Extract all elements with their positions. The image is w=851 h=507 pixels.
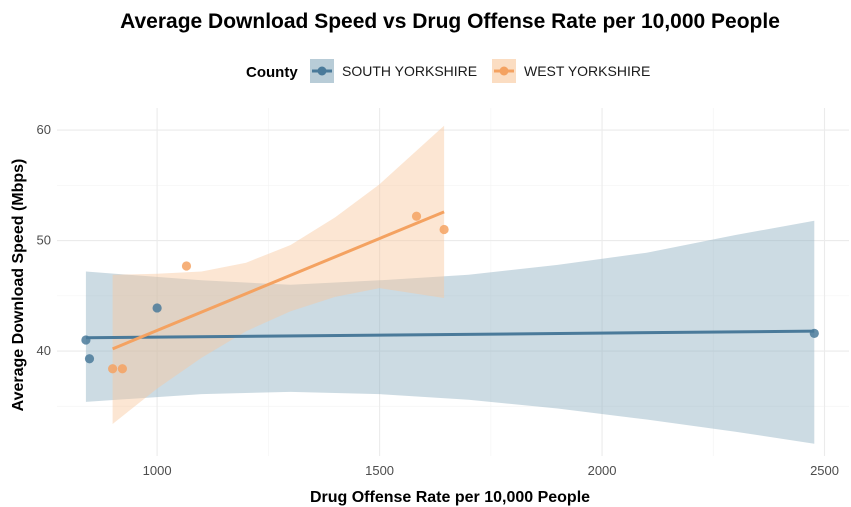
confidence-ribbons (85, 125, 815, 444)
x-tick-label: 1500 (365, 463, 394, 478)
data-point-south-yorkshire (81, 335, 91, 345)
data-point-west-yorkshire (411, 211, 422, 221)
data-points (81, 211, 819, 374)
x-tick-label: 2500 (810, 463, 839, 478)
data-point-west-yorkshire (181, 261, 192, 271)
legend-label: SOUTH YORKSHIRE (342, 63, 477, 79)
x-axis-ticks: 1000 1500 2000 2500 (143, 463, 839, 478)
legend-label: WEST YORKSHIRE (524, 63, 650, 79)
confidence-band-west-yorkshire (112, 125, 445, 424)
trend-line-west-yorkshire (112, 210, 445, 351)
data-point-south-yorkshire (152, 303, 162, 313)
x-tick-label: 1000 (143, 463, 172, 478)
legend: County SOUTH YORKSHIRE WEST YORKSHIRE (246, 59, 650, 83)
legend-item-west-yorkshire: WEST YORKSHIRE (492, 59, 650, 83)
data-point-west-yorkshire (108, 364, 118, 374)
data-point-west-yorkshire (439, 224, 449, 235)
plot-grid (57, 108, 849, 456)
y-axis-ticks: 40 50 60 (37, 122, 51, 358)
x-axis-title: Drug Offense Rate per 10,000 People (310, 489, 590, 506)
data-point-south-yorkshire (809, 328, 819, 338)
y-tick-label: 40 (37, 343, 51, 358)
legend-title: County (246, 64, 298, 81)
y-tick-label: 50 (37, 233, 51, 248)
chart-title: Average Download Speed vs Drug Offense R… (120, 10, 780, 33)
legend-key-point (317, 66, 327, 76)
trend-line-south-yorkshire (85, 329, 815, 340)
x-tick-label: 2000 (588, 463, 617, 478)
data-point-south-yorkshire (84, 354, 95, 364)
y-axis-title: Average Download Speed (Mbps) (10, 159, 27, 412)
data-point-west-yorkshire (117, 364, 128, 374)
confidence-band-south-yorkshire (85, 220, 815, 444)
legend-item-south-yorkshire: SOUTH YORKSHIRE (310, 59, 477, 83)
fit-lines (85, 210, 815, 351)
legend-key-point (499, 66, 509, 76)
y-tick-label: 60 (37, 122, 51, 137)
